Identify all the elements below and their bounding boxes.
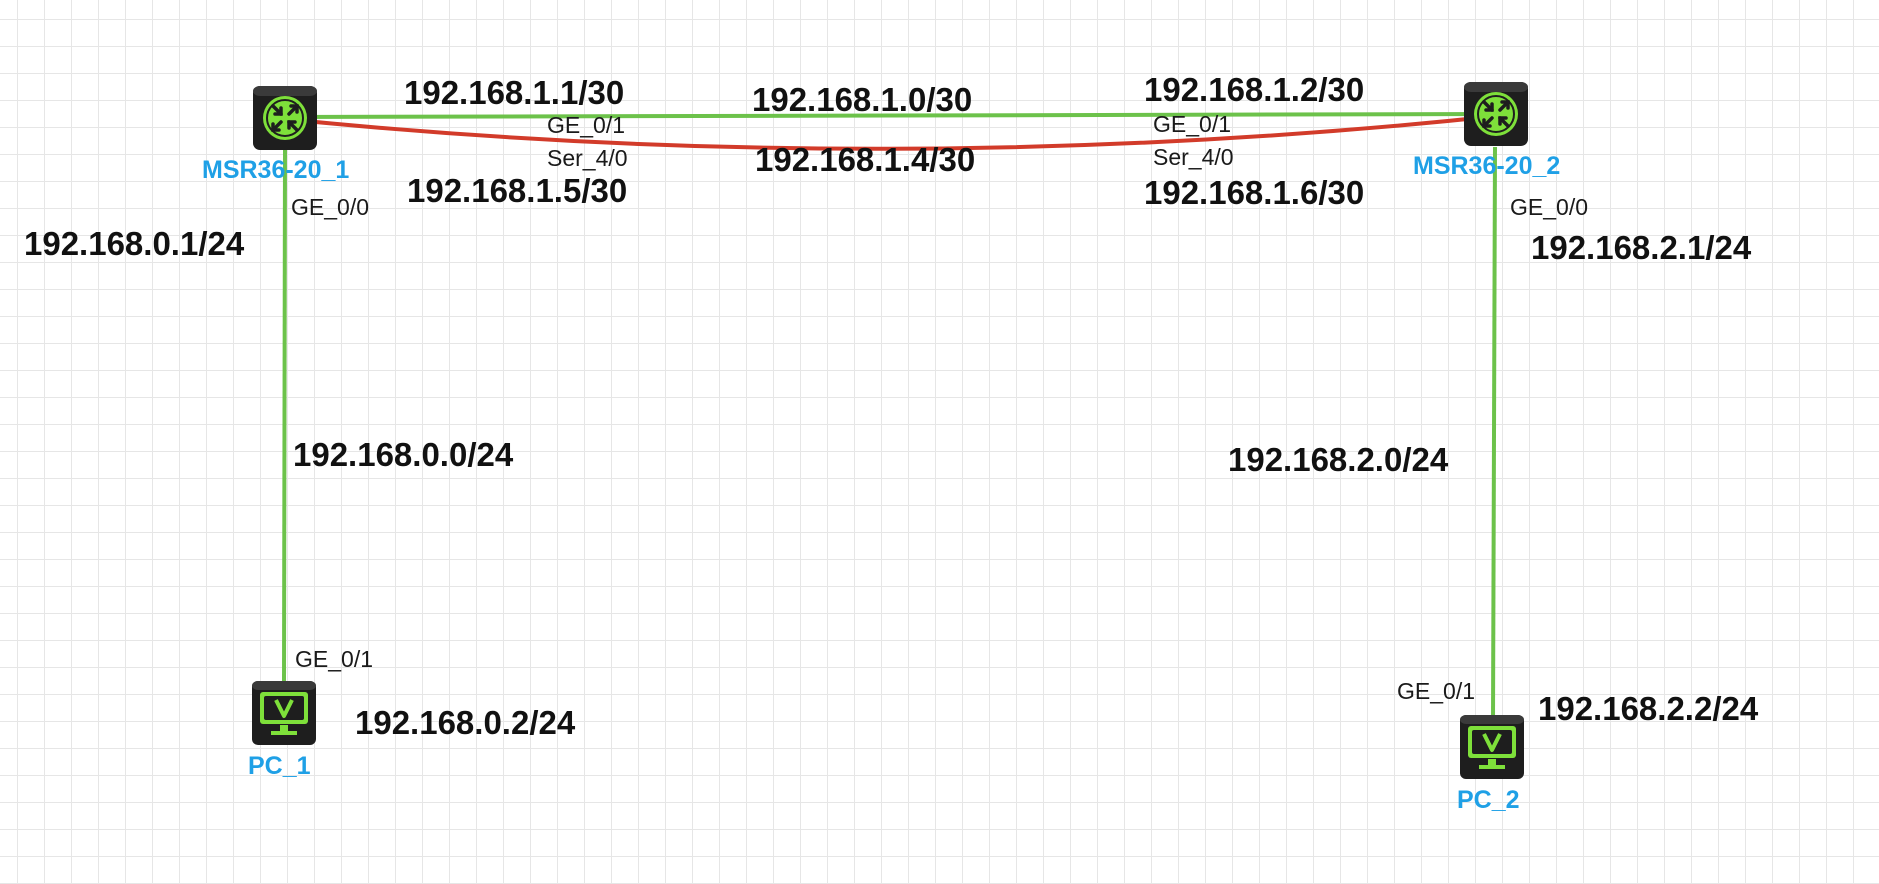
ip-r2-ge00: 192.168.2.1/24 xyxy=(1531,229,1752,266)
ip-pc2: 192.168.2.2/24 xyxy=(1538,690,1759,727)
net-wan-serial: 192.168.1.4/30 xyxy=(755,141,976,178)
iface-r1-ge00: GE_0/0 xyxy=(291,194,369,220)
ip-r2-ge01: 192.168.1.2/30 xyxy=(1144,71,1365,108)
router-msr36-20-1[interactable] xyxy=(252,85,318,151)
link-r1-r2-serial[interactable] xyxy=(284,114,1498,151)
ip-r2-ser: 192.168.1.6/30 xyxy=(1144,174,1365,211)
net-lan1: 192.168.0.0/24 xyxy=(293,436,514,473)
iface-r2-ser40: Ser_4/0 xyxy=(1153,144,1234,170)
ip-r1-ge00: 192.168.0.1/24 xyxy=(24,225,245,262)
iface-r2-ge01: GE_0/1 xyxy=(1153,111,1231,137)
pc2-name: PC_2 xyxy=(1457,786,1520,814)
router-icon xyxy=(1464,82,1528,146)
ip-r1-ser: 192.168.1.5/30 xyxy=(407,172,628,209)
net-lan2: 192.168.2.0/24 xyxy=(1228,441,1449,478)
router-msr36-20-2[interactable] xyxy=(1463,81,1529,147)
ip-r1-ge01: 192.168.1.1/30 xyxy=(404,74,625,111)
link-r1-pc1[interactable] xyxy=(282,149,287,685)
iface-r1-ge01: GE_0/1 xyxy=(547,112,625,138)
pc1-name: PC_1 xyxy=(248,752,311,780)
pc-icon xyxy=(252,681,316,745)
pc-2[interactable] xyxy=(1459,714,1525,780)
ip-pc1: 192.168.0.2/24 xyxy=(355,704,576,741)
net-wan-ethernet: 192.168.1.0/30 xyxy=(752,81,973,118)
link-r1-r2-ethernet[interactable] xyxy=(284,112,1498,119)
router2-name: MSR36-20_2 xyxy=(1413,152,1561,180)
iface-pc2-ge01: GE_0/1 xyxy=(1397,678,1475,704)
iface-r1-ser40: Ser_4/0 xyxy=(547,145,628,171)
router1-name: MSR36-20_1 xyxy=(202,156,350,184)
link-r2-pc2[interactable] xyxy=(1491,146,1497,721)
pc-1[interactable] xyxy=(251,680,317,746)
router-icon xyxy=(253,86,317,150)
pc-icon xyxy=(1460,715,1524,779)
iface-pc1-ge01: GE_0/1 xyxy=(295,646,373,672)
iface-r2-ge00: GE_0/0 xyxy=(1510,194,1588,220)
